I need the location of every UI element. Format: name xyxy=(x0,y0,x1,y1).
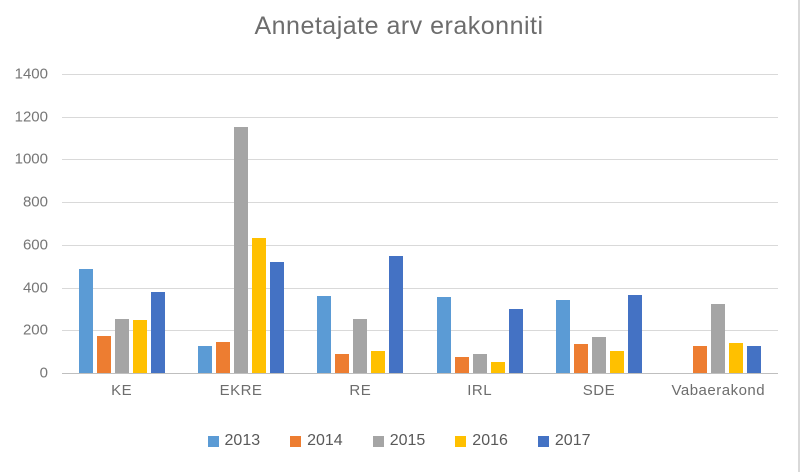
bar-2015-vabaerakond xyxy=(711,303,726,373)
x-tick-label-sde: SDE xyxy=(582,382,616,399)
bar-2014-vabaerakond xyxy=(693,346,708,373)
gridline xyxy=(62,330,778,332)
legend-item-2014: 2014 xyxy=(290,432,343,450)
gridline xyxy=(62,202,778,204)
legend-swatch-2014 xyxy=(290,435,302,447)
x-tick-label-irl: IRL xyxy=(467,382,493,399)
chart-title: Annetajate arv erakonniti xyxy=(254,12,544,40)
legend-label-2017: 2017 xyxy=(554,432,591,449)
x-axis-line xyxy=(62,373,778,374)
gridline xyxy=(62,244,778,246)
bar-group-ke xyxy=(62,74,181,373)
legend-swatch-2013 xyxy=(207,435,219,447)
bar-2014-ke xyxy=(96,335,111,373)
y-tick-label: 0 xyxy=(39,364,48,382)
legend-label-2015: 2015 xyxy=(389,432,426,449)
gridline xyxy=(62,74,778,75)
y-tick-label: 400 xyxy=(22,279,48,297)
bar-2015-ekre xyxy=(233,127,248,373)
bar-2013-ke xyxy=(78,269,93,373)
legend-item-2015: 2015 xyxy=(372,432,426,450)
y-tick-label: 1200 xyxy=(14,108,48,126)
y-tick-label: 1400 xyxy=(14,65,48,83)
plot-area xyxy=(62,74,778,374)
y-tick-label: 600 xyxy=(22,236,48,254)
bar-2014-re xyxy=(335,353,350,373)
bar-2013-ekre xyxy=(197,346,212,373)
y-tick-label: 1000 xyxy=(14,150,48,168)
bar-2015-sde xyxy=(591,336,606,373)
x-tick-label-vabaerakond: Vabaerakond xyxy=(671,382,766,399)
bar-group-irl xyxy=(420,74,539,373)
x-tick-label-re: RE xyxy=(349,382,372,399)
x-tick-label-ekre: EKRE xyxy=(219,382,263,399)
bar-groups xyxy=(62,74,778,373)
y-tick-label: 200 xyxy=(22,321,48,339)
x-tick-label-ke: KE xyxy=(111,382,133,399)
bar-2016-irl xyxy=(490,362,505,373)
bar-2014-irl xyxy=(454,356,469,373)
bar-2017-sde xyxy=(627,295,642,373)
bar-2014-ekre xyxy=(215,342,230,373)
bar-2016-sde xyxy=(609,350,624,373)
bar-group-ekre xyxy=(181,74,300,373)
bar-2017-ke xyxy=(150,291,165,373)
legend-swatch-2017 xyxy=(537,435,549,447)
y-axis: 0 200 400 600 800 1000 1200 1400 xyxy=(0,66,48,382)
legend-label-2016: 2016 xyxy=(472,432,508,449)
legend-item-2017: 2017 xyxy=(537,432,591,450)
legend-item-2013: 2013 xyxy=(207,432,261,450)
legend-label-2014: 2014 xyxy=(307,432,343,449)
bar-2013-sde xyxy=(555,300,570,373)
bar-2013-irl xyxy=(436,297,451,373)
bar-2017-re xyxy=(389,255,404,373)
legend-swatch-2016 xyxy=(455,435,467,447)
bar-2015-re xyxy=(353,318,368,373)
bar-group-sde xyxy=(539,74,658,373)
gridline xyxy=(62,287,778,289)
bar-2017-ekre xyxy=(269,261,284,373)
legend-label-2013: 2013 xyxy=(224,432,261,449)
legend: 2013 2014 2015 2016 2017 xyxy=(0,432,798,450)
bar-group-re xyxy=(301,74,420,373)
y-tick-label: 800 xyxy=(22,193,48,211)
legend-swatch-2015 xyxy=(372,435,384,447)
x-axis: KE EKRE RE IRL SDE Vabaerakond xyxy=(62,382,778,399)
legend-item-2016: 2016 xyxy=(455,432,508,450)
bar-2013-re xyxy=(317,296,332,373)
bar-2016-re xyxy=(371,350,386,373)
bar-2016-vabaerakond xyxy=(729,343,744,373)
bar-2017-vabaerakond xyxy=(747,346,762,373)
bar-2017-irl xyxy=(508,308,523,373)
gridline xyxy=(62,116,778,118)
bar-2016-ekre xyxy=(251,238,266,373)
bar-2014-sde xyxy=(573,344,588,373)
bar-2015-irl xyxy=(472,353,487,373)
gridline xyxy=(62,159,778,161)
bar-group-vabaerakond xyxy=(659,74,778,373)
bar-2016-ke xyxy=(132,319,147,373)
bar-2015-ke xyxy=(114,318,129,373)
